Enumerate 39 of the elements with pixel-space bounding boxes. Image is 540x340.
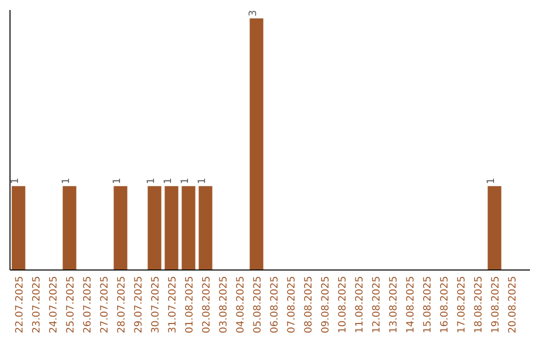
x-tick-label: 17.08.2025 bbox=[456, 276, 468, 334]
x-tick-label: 07.08.2025 bbox=[286, 276, 298, 334]
x-tick-label: 10.08.2025 bbox=[338, 276, 348, 334]
x-tick-label: 30.07.2025 bbox=[150, 276, 162, 334]
x-tick-label: 29.07.2025 bbox=[134, 276, 144, 334]
x-tick-label: 19.08.2025 bbox=[490, 276, 502, 334]
x-tick-label: 02.08.2025 bbox=[202, 276, 212, 334]
x-tick-label: 20.08.2025 bbox=[508, 276, 518, 334]
x-tick-label: 06.08.2025 bbox=[270, 276, 280, 334]
data-label: 1 bbox=[180, 178, 192, 184]
x-tick-label: 28.07.2025 bbox=[116, 276, 128, 334]
x-tick-label: 27.07.2025 bbox=[100, 276, 110, 334]
data-label: 1 bbox=[486, 178, 498, 184]
x-tick-label: 09.08.2025 bbox=[320, 276, 332, 334]
x-tick-label: 04.08.2025 bbox=[236, 276, 246, 334]
data-label: 1 bbox=[61, 178, 72, 184]
x-tick-label: 11.08.2025 bbox=[354, 276, 366, 334]
x-tick-label: 14.08.2025 bbox=[406, 276, 416, 334]
data-label: 1 bbox=[197, 178, 208, 184]
x-tick-label: 01.08.2025 bbox=[184, 276, 196, 334]
x-tick-label: 15.08.2025 bbox=[422, 276, 434, 334]
x-tick-label: 24.07.2025 bbox=[48, 276, 60, 334]
x-tick-label: 08.08.2025 bbox=[304, 276, 314, 334]
x-tick-label: 05.08.2025 bbox=[252, 276, 264, 334]
data-label: 1 bbox=[10, 178, 22, 184]
x-tick-label: 25.07.2025 bbox=[66, 276, 76, 334]
data-label: 1 bbox=[146, 178, 158, 184]
x-tick-label: 26.07.2025 bbox=[82, 276, 94, 334]
x-tick-label: 23.07.2025 bbox=[32, 276, 42, 334]
x-tick-label: 16.08.2025 bbox=[440, 276, 450, 334]
x-tick-label: 12.08.2025 bbox=[372, 276, 382, 334]
x-tick-label: 13.08.2025 bbox=[388, 276, 400, 334]
x-tick-label: 03.08.2025 bbox=[218, 276, 230, 334]
x-tick-label: 18.08.2025 bbox=[474, 276, 484, 334]
x-tick-label: 22.07.2025 bbox=[14, 276, 26, 334]
data-label: 1 bbox=[163, 178, 174, 184]
data-label: 1 bbox=[112, 178, 124, 184]
data-label: 3 bbox=[248, 10, 260, 16]
x-tick-label: 31.07.2025 bbox=[168, 276, 178, 334]
